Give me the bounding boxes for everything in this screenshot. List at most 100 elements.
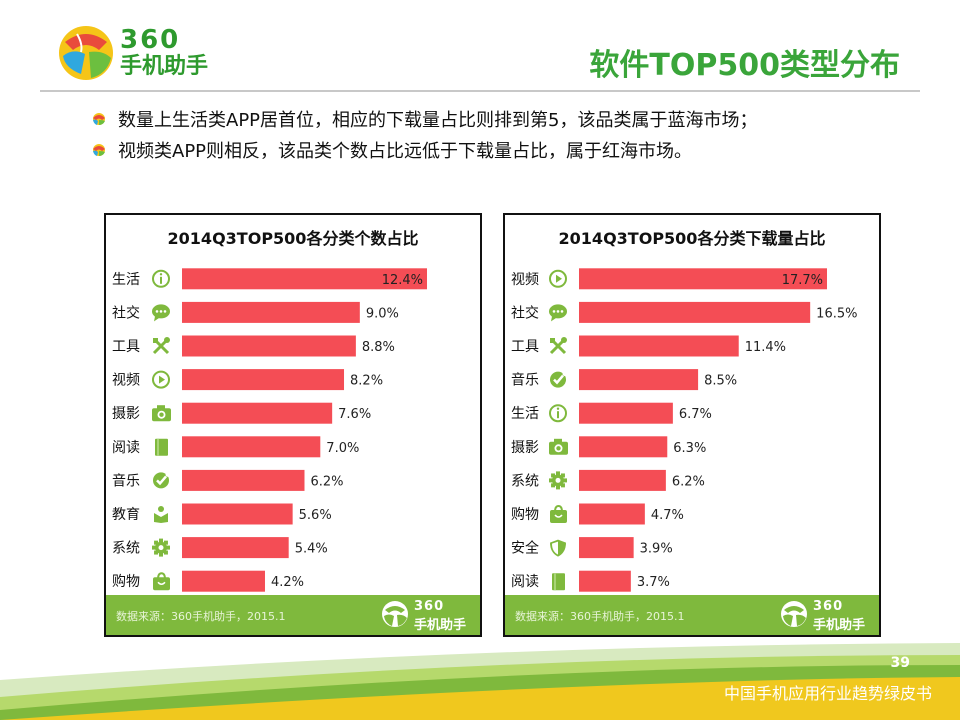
value-label: 6.7% bbox=[679, 407, 712, 422]
footer-swoosh bbox=[0, 643, 960, 720]
footer-logo: 360 手机助手 bbox=[380, 599, 472, 633]
footer-logo-360: 360 bbox=[414, 599, 445, 614]
bar bbox=[579, 335, 739, 357]
category-label: 系统 bbox=[112, 541, 140, 557]
bar bbox=[579, 369, 699, 391]
category-label: 购物 bbox=[511, 507, 539, 523]
page-number: 39 bbox=[890, 655, 910, 671]
play-icon bbox=[549, 269, 567, 288]
value-label: 4.7% bbox=[651, 508, 684, 523]
bar bbox=[579, 503, 645, 525]
brand-logo bbox=[55, 22, 235, 84]
value-label: 9.0% bbox=[366, 306, 399, 321]
play-icon bbox=[152, 370, 170, 389]
value-label: 11.4% bbox=[745, 340, 786, 355]
category-label: 工具 bbox=[511, 339, 539, 355]
value-label: 7.6% bbox=[338, 407, 371, 422]
value-label: 12.4% bbox=[382, 273, 423, 288]
category-label: 工具 bbox=[112, 339, 140, 355]
value-label: 16.5% bbox=[816, 306, 857, 321]
bar bbox=[579, 402, 673, 424]
bar bbox=[182, 369, 345, 391]
bar bbox=[182, 537, 289, 559]
brand-text: 360 手机助手 bbox=[120, 26, 208, 80]
value-label: 5.4% bbox=[295, 542, 328, 557]
category-label: 摄影 bbox=[112, 406, 140, 422]
data-source: 数据来源：360手机助手，2015.1 bbox=[515, 610, 685, 623]
music-icon bbox=[550, 371, 568, 388]
bar bbox=[182, 503, 293, 525]
gear-icon bbox=[152, 538, 170, 557]
shield-icon bbox=[550, 539, 566, 557]
value-label: 4.2% bbox=[271, 575, 304, 590]
value-label: 5.6% bbox=[299, 508, 332, 523]
category-label: 生活 bbox=[511, 406, 539, 422]
bullet-text: 视频类APP则相反，该品类个数占比远低于下载量占比，属于红海市场。 bbox=[118, 140, 693, 162]
category-label: 视频 bbox=[511, 272, 539, 288]
chart-title: 2014Q3TOP500各分类下载量占比 bbox=[558, 229, 826, 248]
book-title: 中国手机应用行业趋势绿皮书 bbox=[723, 684, 932, 703]
brand-cn: 手机助手 bbox=[120, 54, 209, 79]
bullet-text: 数量上生活类APP居首位，相应的下载量占比则排到第5，该品类属于蓝海市场； bbox=[118, 109, 758, 131]
category-label: 音乐 bbox=[511, 372, 539, 389]
bullet-item: 数量上生活类APP居首位，相应的下载量占比则排到第5，该品类属于蓝海市场； bbox=[92, 103, 757, 134]
value-label: 7.0% bbox=[326, 441, 359, 456]
chart-footer: 数据来源：360手机助手，2015.1 360 手机助手 bbox=[505, 595, 879, 635]
bullet-ball-icon bbox=[93, 143, 105, 156]
page-title: 软件TOP500类型分布 bbox=[589, 48, 900, 83]
value-label: 8.8% bbox=[362, 340, 395, 355]
chat-icon bbox=[152, 304, 170, 322]
bar bbox=[579, 436, 668, 458]
category-label: 视频 bbox=[112, 373, 140, 389]
category-label: 教育 bbox=[112, 507, 140, 523]
education-icon bbox=[154, 506, 168, 523]
category-label: 阅读 bbox=[511, 573, 539, 590]
camera-icon bbox=[549, 438, 568, 455]
camera-icon bbox=[152, 405, 171, 422]
bar bbox=[579, 537, 634, 559]
music-icon bbox=[153, 471, 171, 489]
footer-ball-icon bbox=[781, 601, 807, 627]
value-label: 6.2% bbox=[311, 474, 344, 489]
tools-icon bbox=[549, 337, 567, 355]
bar bbox=[579, 469, 666, 491]
footer-logo-360: 360 bbox=[813, 599, 844, 614]
bar-chart-download: 视频 17.7% 社交 16.5% 工具 11.4% 音乐 8.5% 生活 6.7% 摄影 6.3% 系… bbox=[511, 268, 857, 592]
bullet-ball-icon bbox=[93, 112, 105, 125]
bag-icon bbox=[550, 504, 567, 523]
chart-title: 2014Q3TOP500各分类个数占比 bbox=[167, 229, 419, 248]
info-icon bbox=[152, 269, 170, 288]
value-label: 6.2% bbox=[672, 474, 705, 489]
gear-icon bbox=[549, 471, 567, 490]
chart-footer: 数据来源：360手机助手，2015.1 360 手机助手 bbox=[106, 595, 480, 635]
category-label: 系统 bbox=[511, 473, 539, 489]
footer-logo: 360 手机助手 bbox=[779, 599, 871, 633]
book-icon bbox=[155, 438, 168, 456]
footer-logo-cn: 手机助手 bbox=[813, 618, 866, 633]
value-label: 8.2% bbox=[350, 374, 383, 389]
bar bbox=[579, 570, 631, 592]
bar bbox=[579, 268, 827, 290]
category-label: 社交 bbox=[112, 304, 140, 321]
category-label: 摄影 bbox=[511, 440, 539, 456]
brand-360: 360 bbox=[120, 25, 181, 55]
chart-panel-download: 2014Q3TOP500各分类下载量占比 视频 17.7% 社交 16.5% 工具 11.… bbox=[503, 213, 881, 637]
value-label: 3.9% bbox=[640, 542, 673, 557]
book-icon bbox=[552, 573, 565, 591]
bullet-list: 数量上生活类APP居首位，相应的下载量占比则排到第5，该品类属于蓝海市场； 视频… bbox=[92, 103, 757, 165]
value-label: 6.3% bbox=[673, 441, 706, 456]
bar bbox=[182, 436, 321, 458]
bar bbox=[182, 268, 427, 290]
bar bbox=[182, 301, 360, 323]
bar bbox=[579, 301, 811, 323]
category-label: 安全 bbox=[511, 540, 539, 557]
info-icon bbox=[549, 404, 567, 423]
bar bbox=[182, 469, 305, 491]
chart-panel-count: 2014Q3TOP500各分类个数占比 生活 12.4% 社交 9.0% 工具 8.8% 视… bbox=[104, 213, 482, 637]
chat-icon bbox=[549, 304, 567, 322]
bullet-item: 视频类APP则相反，该品类个数占比远低于下载量占比，属于红海市场。 bbox=[92, 134, 757, 165]
category-label: 生活 bbox=[112, 272, 140, 288]
bag-icon bbox=[153, 572, 170, 591]
footer-ball-icon bbox=[382, 601, 408, 627]
category-label: 阅读 bbox=[112, 439, 140, 456]
